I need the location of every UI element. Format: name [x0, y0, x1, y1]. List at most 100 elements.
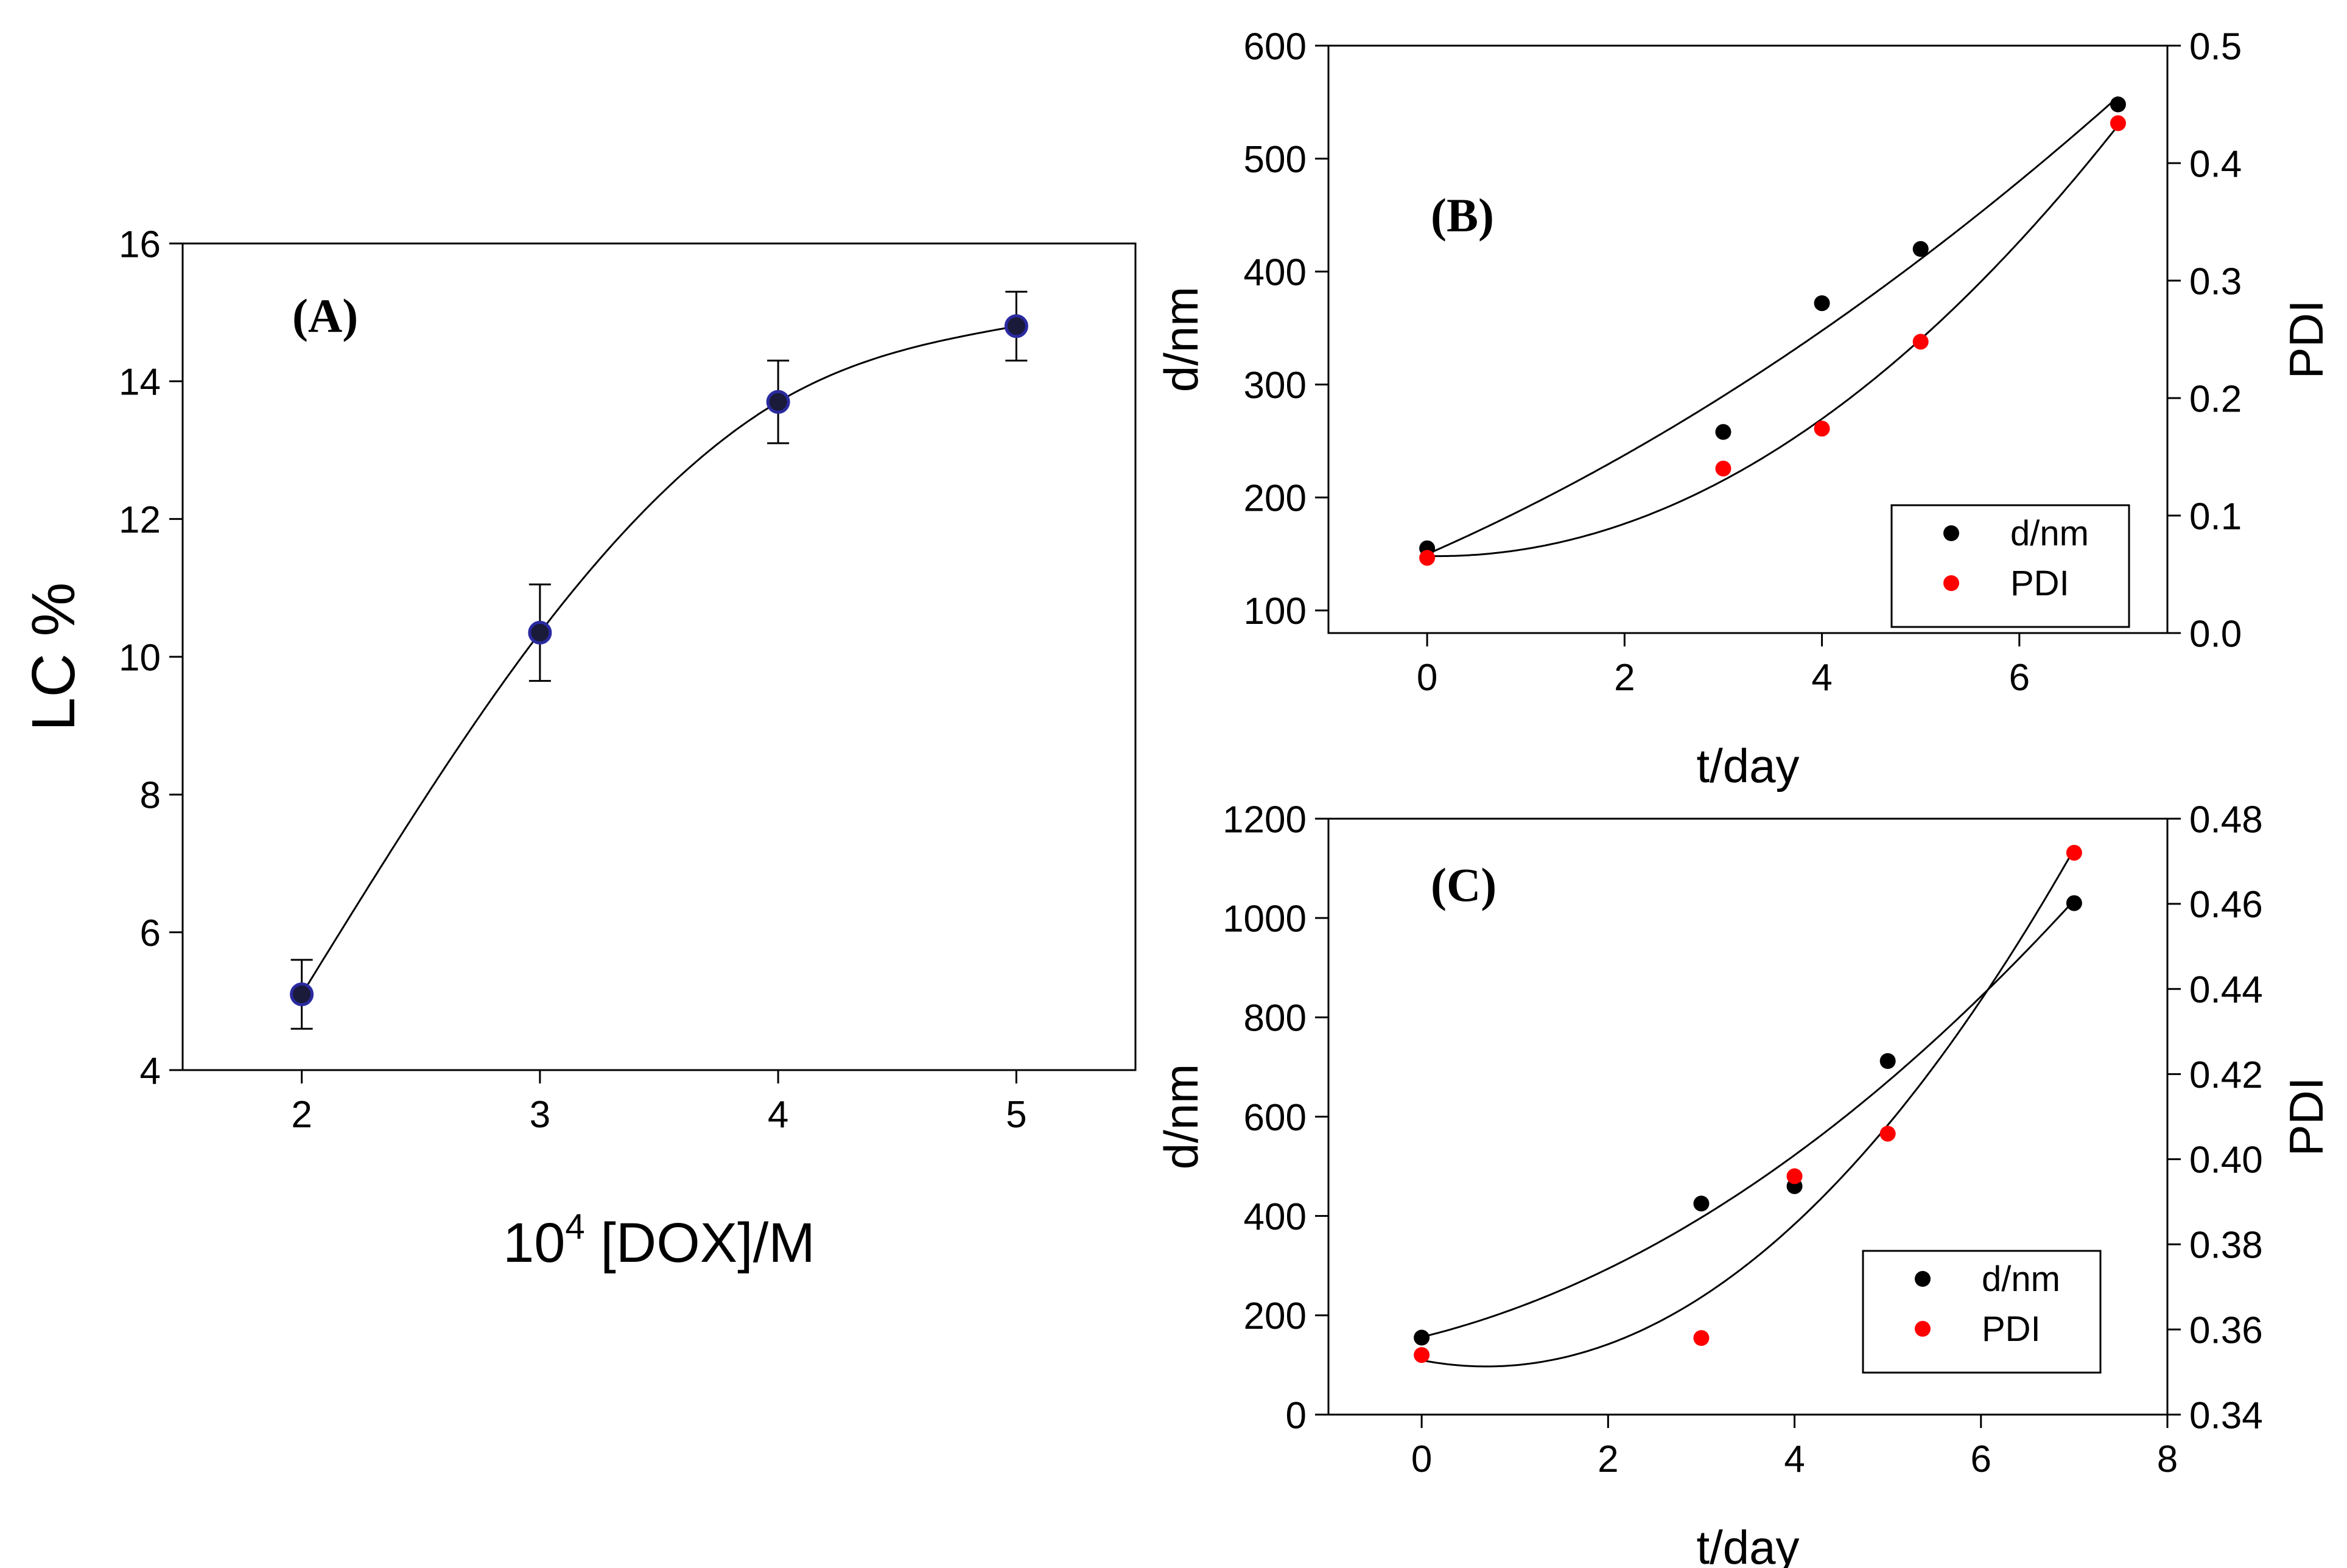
x-axis-label-rest: [DOX]/M: [585, 1212, 815, 1274]
data-point-pdi: [2066, 844, 2082, 861]
y-tick-label-left: 500: [1244, 139, 1307, 181]
y-axis-label-left: d/nm: [1154, 1064, 1208, 1169]
data-point: [290, 982, 314, 1007]
data-point-diameter: [2066, 895, 2082, 911]
x-tick-label: 6: [1971, 1438, 1991, 1480]
y-tick-label-left: 100: [1244, 590, 1307, 632]
x-tick-label: 4: [768, 1094, 788, 1136]
x-axis-label-superscript: 4: [565, 1207, 584, 1247]
data-point: [1004, 314, 1028, 338]
legend: [1862, 1250, 2102, 1374]
x-axis-label: t/day: [1696, 1521, 1799, 1568]
y-tick-label-left: 1200: [1223, 799, 1307, 841]
data-point-diameter: [2110, 96, 2126, 113]
x-tick-label: 4: [1784, 1438, 1805, 1480]
x-tick-label: 0: [1417, 657, 1437, 699]
data-point-diameter: [1693, 1195, 1710, 1212]
panel-annotation: (A): [292, 289, 358, 342]
x-axis-label: 104 [DOX]/M: [503, 1207, 815, 1274]
y-tick-label-left: 400: [1244, 251, 1307, 293]
y-tick-label-right: 0.4: [2189, 143, 2242, 185]
x-tick-label: 3: [530, 1094, 550, 1136]
x-tick-label: 2: [291, 1094, 312, 1136]
y-axis-label-left: d/nm: [1154, 287, 1208, 392]
y-tick-label-left: 6: [140, 912, 161, 954]
y-tick-label-right: 0.46: [2189, 884, 2263, 926]
panel-annotation: (C): [1431, 858, 1496, 911]
x-tick-label: 5: [1006, 1094, 1026, 1136]
y-tick-label-left: 16: [119, 223, 161, 265]
legend-marker: [1943, 525, 1959, 541]
y-tick-label-left: 14: [119, 362, 161, 404]
data-point-pdi: [2110, 115, 2126, 131]
y-axis-label-right: PDI: [2279, 1077, 2333, 1156]
data-point-pdi: [1786, 1168, 1803, 1185]
plot-frame: [1327, 44, 2169, 634]
chart-panel-b: 0 2 4 6 100 200 300 400 500 600 0.0 0.1 0.2 0.3 0.4 0.5…: [1154, 26, 2333, 793]
data-point-pdi: [1693, 1330, 1710, 1346]
y-tick-label-right: 0.42: [2189, 1054, 2263, 1096]
plot-frame: [181, 242, 1137, 1071]
y-tick-label-right: 0.34: [2189, 1395, 2263, 1437]
data-point-pdi: [1814, 421, 1830, 437]
x-axis-label: t/day: [1696, 739, 1799, 793]
y-tick-label-right: 0.1: [2189, 495, 2242, 537]
data-point-diameter: [1879, 1053, 1896, 1069]
x-tick-label: 2: [1614, 657, 1635, 699]
data-point-diameter: [1814, 295, 1830, 312]
y-tick-label-left: 400: [1244, 1196, 1307, 1238]
y-tick-label-right: 0.5: [2189, 26, 2242, 68]
y-tick-label-left: 600: [1244, 26, 1307, 68]
legend-label: d/nm: [2010, 514, 2089, 553]
y-tick-label-right: 0.2: [2189, 378, 2242, 420]
x-tick-label: 2: [1598, 1438, 1618, 1480]
x-tick-label: 0: [1411, 1438, 1432, 1480]
fit-curve-diameter: [1421, 899, 2075, 1339]
legend-marker: [1915, 1271, 1931, 1287]
y-tick-label-right: 0.38: [2189, 1225, 2263, 1267]
x-tick-label: 4: [1811, 657, 1832, 699]
y-tick-label-left: 1000: [1223, 898, 1307, 940]
x-axis-label-base: 10: [503, 1212, 565, 1274]
data-point-pdi: [1879, 1125, 1896, 1142]
y-tick-label-left: 8: [140, 775, 161, 817]
y-tick-label-right: 0.3: [2189, 261, 2242, 303]
fit-curve-diameter: [1426, 96, 2119, 555]
y-tick-label-left: 200: [1244, 1295, 1307, 1337]
chart-panel-c: 0 2 4 6 8 0 200 400 600 800 1000 1200 0.34 0.36 0.38 0.…: [1154, 799, 2333, 1568]
data-point: [528, 620, 552, 645]
fit-curve-pdi: [1421, 848, 2075, 1368]
legend-label: PDI: [2010, 564, 2069, 603]
fit-curve: [301, 325, 1017, 995]
data-point-diameter: [1414, 1329, 1430, 1346]
legend-marker: [1943, 575, 1959, 591]
y-tick-label-left: 10: [119, 637, 161, 679]
legend-marker: [1915, 1321, 1931, 1337]
x-tick-label: 6: [2009, 657, 2030, 699]
y-tick-label-right: 0.0: [2189, 613, 2242, 655]
y-tick-label-right: 0.48: [2189, 799, 2263, 841]
legend-label: d/nm: [1982, 1259, 2060, 1299]
data-point-pdi: [1715, 460, 1731, 477]
x-tick-label: 8: [2157, 1438, 2178, 1480]
fit-curve-pdi: [1427, 125, 2119, 558]
data-point-diameter: [1715, 424, 1731, 440]
data-point-pdi: [1912, 334, 1929, 350]
y-axis-label-right: PDI: [2279, 299, 2333, 379]
y-tick-label-left: 4: [140, 1050, 161, 1092]
y-tick-label-right: 0.36: [2189, 1309, 2263, 1351]
legend-label: PDI: [1982, 1309, 2041, 1349]
data-point-pdi: [1419, 550, 1436, 566]
data-point-diameter: [1912, 241, 1929, 257]
y-axis-label: LC %: [19, 583, 88, 732]
panel-annotation: (B): [1431, 189, 1494, 242]
y-tick-label-left: 200: [1244, 478, 1307, 520]
y-tick-label-left: 800: [1244, 998, 1307, 1040]
legend: [1890, 504, 2130, 628]
y-tick-label-right: 0.44: [2189, 969, 2263, 1011]
y-tick-label-right: 0.40: [2189, 1139, 2263, 1181]
data-point: [766, 390, 790, 414]
y-tick-label-left: 12: [119, 499, 161, 541]
data-point-pdi: [1414, 1347, 1430, 1363]
